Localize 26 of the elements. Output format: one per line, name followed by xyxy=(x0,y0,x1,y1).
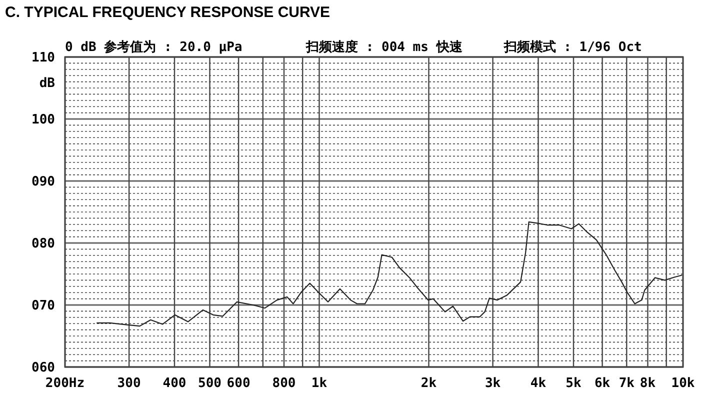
x-tick-label: 8k xyxy=(640,376,656,391)
y-axis-title: dB xyxy=(39,76,56,91)
y-tick-label: 090 xyxy=(32,174,56,190)
x-tick-label: 3k xyxy=(484,376,501,391)
y-tick-label: 060 xyxy=(32,360,56,376)
x-tick-label: 400 xyxy=(162,376,186,391)
y-tick-label: 110 xyxy=(32,50,56,66)
x-tick-label: 4k xyxy=(530,376,546,391)
x-tick-label: 300 xyxy=(117,376,141,391)
y-tick-label: 070 xyxy=(32,298,56,314)
chart-title: C. TYPICAL FREQUENCY RESPONSE CURVE xyxy=(5,4,330,21)
x-tick-label: 1k xyxy=(311,376,328,391)
text: 扫频模式 : 1/96 Oct xyxy=(502,39,642,55)
x-tick-label: 800 xyxy=(272,376,296,391)
text: 扫频速度 : 004 ms 快速 xyxy=(305,39,464,55)
x-tick-label: 500 xyxy=(198,376,222,391)
x-tick-label: 5k xyxy=(566,376,582,391)
x-tick-label: 2k xyxy=(420,376,437,391)
x-tick-label: 7k xyxy=(618,376,635,391)
x-tick-label: 200Hz xyxy=(45,376,85,391)
x-tick-label: 6k xyxy=(594,376,610,391)
y-tick-label: 080 xyxy=(32,236,56,252)
x-tick-label: 10k xyxy=(671,376,695,391)
x-tick-label: 600 xyxy=(226,376,250,391)
text: 0 dB 参考值为 : 20.0 μPa xyxy=(65,39,242,55)
y-tick-label: 100 xyxy=(32,112,56,128)
